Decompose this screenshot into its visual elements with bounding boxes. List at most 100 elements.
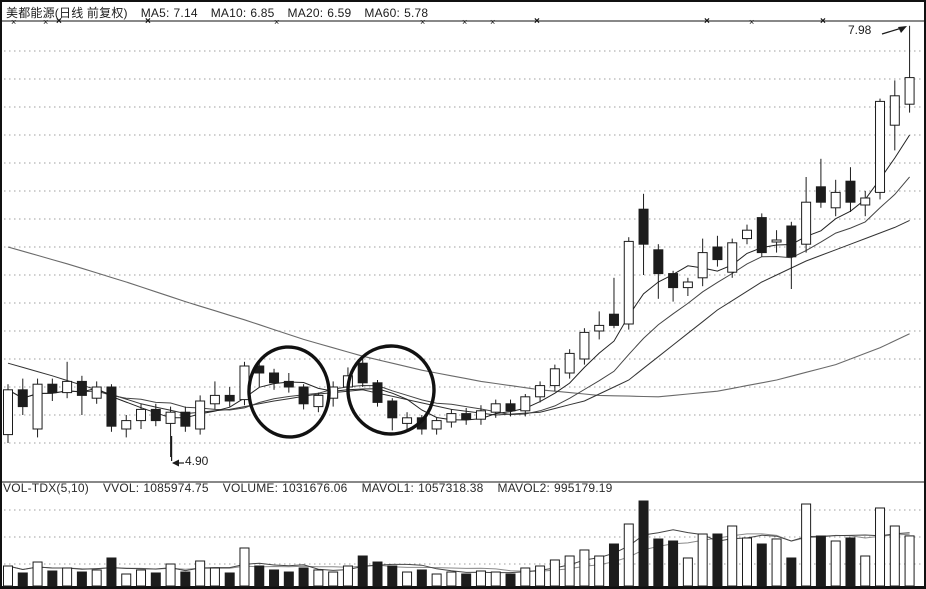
volume-label: VOLUME: bbox=[222, 481, 279, 495]
volume-ma-lines bbox=[7, 529, 910, 574]
volume-bar bbox=[520, 567, 531, 587]
candle bbox=[431, 417, 442, 435]
volume-indicator-label: VOL-TDX(5,10) bbox=[3, 481, 89, 495]
candle-body-down bbox=[786, 225, 797, 258]
candle-body-up bbox=[209, 394, 220, 405]
ma60-label: MA60: bbox=[364, 6, 401, 20]
candle bbox=[283, 373, 294, 393]
volume-bar bbox=[372, 561, 383, 587]
volume-bar bbox=[653, 538, 664, 587]
volume-bar bbox=[387, 565, 398, 587]
volume-bar bbox=[298, 567, 309, 587]
volume-bar bbox=[505, 573, 516, 587]
candle bbox=[638, 193, 649, 275]
candle bbox=[771, 230, 782, 253]
volume-bar bbox=[490, 571, 501, 587]
candle bbox=[786, 221, 797, 289]
candle bbox=[727, 238, 738, 278]
candle bbox=[298, 384, 309, 410]
candle-body-up bbox=[3, 389, 13, 436]
candle-body-up bbox=[623, 240, 634, 325]
event-marker-x: × bbox=[43, 17, 49, 27]
volume-bar bbox=[313, 569, 324, 587]
candle bbox=[3, 384, 13, 443]
ma60-value: 5.78 bbox=[404, 6, 429, 20]
mavol2-value: 995179.19 bbox=[554, 481, 613, 495]
candle-body-up bbox=[594, 324, 605, 332]
volume-bar bbox=[845, 537, 856, 587]
low-price-annotation: 4.90 bbox=[185, 454, 209, 468]
vvol-value: 1085974.75 bbox=[143, 481, 209, 495]
ma10-value: 6.85 bbox=[250, 6, 275, 20]
candle bbox=[535, 381, 546, 403]
highlight-circle bbox=[247, 345, 331, 439]
event-marker-x: × bbox=[820, 16, 826, 27]
candle bbox=[608, 277, 619, 329]
candle-body-up bbox=[475, 410, 486, 420]
price-gridlines bbox=[4, 50, 922, 444]
volume-bar bbox=[594, 555, 605, 587]
candle-body-up bbox=[535, 385, 546, 398]
candle-body-down bbox=[106, 386, 117, 427]
candle-body-up bbox=[771, 239, 782, 243]
candle bbox=[505, 399, 516, 417]
candle bbox=[121, 415, 132, 438]
candle-body-up bbox=[727, 242, 738, 273]
volume-bar bbox=[150, 572, 161, 587]
volume-bar bbox=[461, 573, 472, 587]
vvol-label: VVOL: bbox=[102, 481, 140, 495]
candle bbox=[875, 98, 886, 200]
candle bbox=[76, 375, 87, 415]
candle bbox=[860, 191, 871, 217]
candle bbox=[136, 403, 147, 429]
event-marker-x: × bbox=[462, 17, 468, 27]
volume-bar bbox=[431, 573, 442, 587]
candle bbox=[165, 406, 176, 457]
candle bbox=[150, 403, 161, 427]
candle bbox=[224, 387, 235, 407]
volume-bar bbox=[269, 569, 280, 587]
annotation-circles bbox=[247, 344, 436, 439]
low-arrow-head bbox=[172, 459, 179, 467]
event-marker-x: × bbox=[749, 17, 755, 27]
volume-bar bbox=[564, 555, 575, 587]
candle bbox=[47, 378, 58, 401]
candle-body-up bbox=[490, 403, 501, 413]
volume-bar bbox=[786, 557, 797, 587]
candle bbox=[653, 244, 664, 299]
candle-body-down bbox=[638, 208, 649, 245]
pane-borders bbox=[2, 20, 924, 587]
volume-bar bbox=[830, 540, 841, 587]
candle bbox=[579, 328, 590, 365]
event-marker-x: × bbox=[704, 16, 710, 27]
candle bbox=[756, 213, 767, 257]
candle-body-up bbox=[313, 394, 324, 408]
highlight-circle bbox=[346, 344, 436, 436]
volume-bar bbox=[904, 535, 915, 587]
candle-body-down bbox=[47, 383, 58, 394]
candle-body-up bbox=[889, 95, 900, 126]
candle-body-up bbox=[697, 252, 708, 279]
volume-bar bbox=[535, 565, 546, 587]
candle bbox=[682, 277, 693, 296]
candle-body-up bbox=[520, 396, 531, 412]
candle-body-up bbox=[32, 383, 43, 430]
volume-bar bbox=[579, 549, 590, 587]
volume-bar bbox=[342, 565, 353, 587]
ma5-value: 7.14 bbox=[173, 6, 198, 20]
volume-bar bbox=[668, 540, 679, 587]
candle bbox=[801, 177, 812, 253]
volume-bar bbox=[742, 537, 752, 587]
volume-bar bbox=[771, 538, 782, 587]
volume-bar bbox=[62, 567, 73, 587]
candle bbox=[62, 361, 73, 399]
candle-body-up bbox=[136, 408, 147, 422]
candle bbox=[520, 394, 531, 417]
candle-body-down bbox=[845, 180, 856, 203]
volume-bar bbox=[475, 570, 486, 587]
volume-bars-group bbox=[3, 500, 915, 587]
candle-body-down bbox=[76, 380, 87, 396]
candle-body-up bbox=[904, 77, 915, 105]
event-marker-x: × bbox=[420, 17, 426, 27]
